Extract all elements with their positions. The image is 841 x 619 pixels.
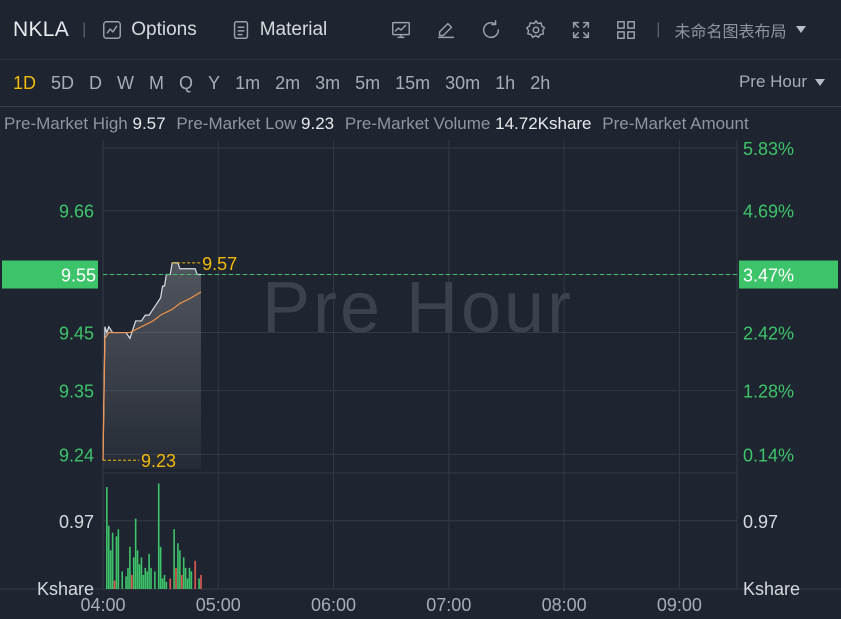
price-area — [103, 262, 201, 469]
period-tab-5d[interactable]: 5D — [51, 72, 75, 93]
x-tick-label: 05:00 — [196, 595, 241, 615]
volume-unit-right: Kshare — [743, 579, 800, 599]
grid-layout-icon[interactable] — [614, 18, 638, 42]
pre-market-high-label: Pre-Market High — [4, 114, 128, 133]
refresh-icon[interactable] — [479, 18, 503, 42]
period-tab-d[interactable]: D — [89, 72, 103, 93]
watermark-text: Pre Hour — [262, 268, 574, 348]
x-tick-label: 08:00 — [542, 595, 587, 615]
period-bar: 1D 5D D W M Q Y 1m 2m 3m 5m 15m 30m 1h 2h Pre Hour — [0, 60, 841, 107]
options-label: Options — [131, 18, 197, 40]
chevron-down-icon — [796, 26, 807, 33]
average-price-line — [102, 291, 202, 461]
period-tab-1h[interactable]: 1h — [495, 72, 516, 93]
volume-tick-left: 0.97 — [59, 512, 94, 532]
period-tab-2m[interactable]: 2m — [275, 72, 301, 93]
current-pct-tag — [739, 260, 838, 289]
chevron-down-icon — [815, 78, 825, 86]
indicator-icon[interactable] — [389, 18, 413, 42]
pct-tick-label: 1.28% — [743, 382, 794, 402]
pre-market-info-bar: Pre-Market High 9.57 Pre-Market Low 9.23… — [0, 114, 841, 138]
period-tab-1m[interactable]: 1m — [235, 72, 261, 93]
period-tab-3m[interactable]: 3m — [315, 72, 341, 93]
options-button[interactable]: Options — [100, 18, 197, 42]
x-tick-label: 09:00 — [657, 595, 702, 615]
material-button[interactable]: Material — [229, 18, 328, 42]
pre-market-low-value: 9.23 — [301, 114, 335, 133]
y-tick-label: 9.35 — [59, 382, 94, 402]
current-price-tag — [2, 260, 98, 289]
period-tab-y[interactable]: Y — [208, 72, 221, 93]
current-price-label: 9.55 — [61, 266, 96, 286]
y-tick-label: 9.24 — [59, 445, 94, 465]
ticker-symbol[interactable]: NKLA — [13, 17, 70, 41]
x-tick-label: 06:00 — [311, 595, 356, 615]
pct-tick-label: 4.69% — [743, 202, 794, 222]
settings-icon[interactable] — [524, 18, 548, 42]
layout-selector[interactable]: 未命名图表布局 — [674, 18, 807, 42]
low-marker-label: 9.23 — [141, 451, 176, 471]
draw-icon[interactable] — [434, 18, 458, 42]
pre-market-low-label: Pre-Market Low — [176, 114, 297, 133]
toolbar-divider: | — [82, 20, 87, 38]
options-chart-icon — [100, 18, 124, 42]
session-selector[interactable]: Pre Hour — [739, 72, 825, 92]
volume-unit-left: Kshare — [37, 579, 94, 599]
period-tab-30m[interactable]: 30m — [445, 72, 481, 93]
period-tabs: 1D 5D D W M Q Y 1m 2m 3m 5m 15m 30m 1h 2h — [13, 73, 565, 94]
y-tick-label: 9.45 — [59, 324, 94, 344]
pct-tick-label: 2.42% — [743, 324, 794, 344]
top-toolbar: NKLA | Options Material | 未 — [0, 0, 841, 60]
y-tick-label: 9.66 — [59, 202, 94, 222]
pre-market-amount-label: Pre-Market Amount — [602, 114, 749, 133]
period-tab-q[interactable]: Q — [179, 72, 194, 93]
period-tab-2h[interactable]: 2h — [530, 72, 551, 93]
period-tab-w[interactable]: W — [117, 72, 135, 93]
pre-market-high-value: 9.57 — [132, 114, 166, 133]
document-icon — [229, 18, 253, 42]
current-pct-label: 3.47% — [743, 266, 794, 286]
pre-market-volume-label: Pre-Market Volume — [344, 114, 491, 133]
session-selector-label: Pre Hour — [738, 72, 807, 91]
high-marker-label: 9.57 — [202, 254, 237, 274]
toolbar-divider-2: | — [656, 20, 661, 38]
layout-name-label: 未命名图表布局 — [674, 23, 787, 41]
pct-tick-label: 5.83% — [743, 140, 794, 159]
x-tick-label: 04:00 — [80, 595, 125, 615]
pre-market-volume-value: 14.72Kshare — [495, 114, 592, 133]
x-tick-label: 07:00 — [426, 595, 471, 615]
material-label: Material — [259, 18, 328, 40]
period-tab-15m[interactable]: 15m — [395, 72, 431, 93]
intraday-chart[interactable]: 04:00 05:00 06:00 07:00 08:00 09:00 Pre Hour 9.… — [0, 140, 841, 619]
period-tab-m[interactable]: M — [149, 72, 165, 93]
pct-tick-label: 0.14% — [743, 445, 794, 465]
tool-icon-group — [389, 18, 638, 42]
volume-tick-right: 0.97 — [743, 512, 778, 532]
period-tab-5m[interactable]: 5m — [355, 72, 381, 93]
fullscreen-icon[interactable] — [569, 18, 593, 42]
period-tab-1d[interactable]: 1D — [13, 72, 37, 93]
